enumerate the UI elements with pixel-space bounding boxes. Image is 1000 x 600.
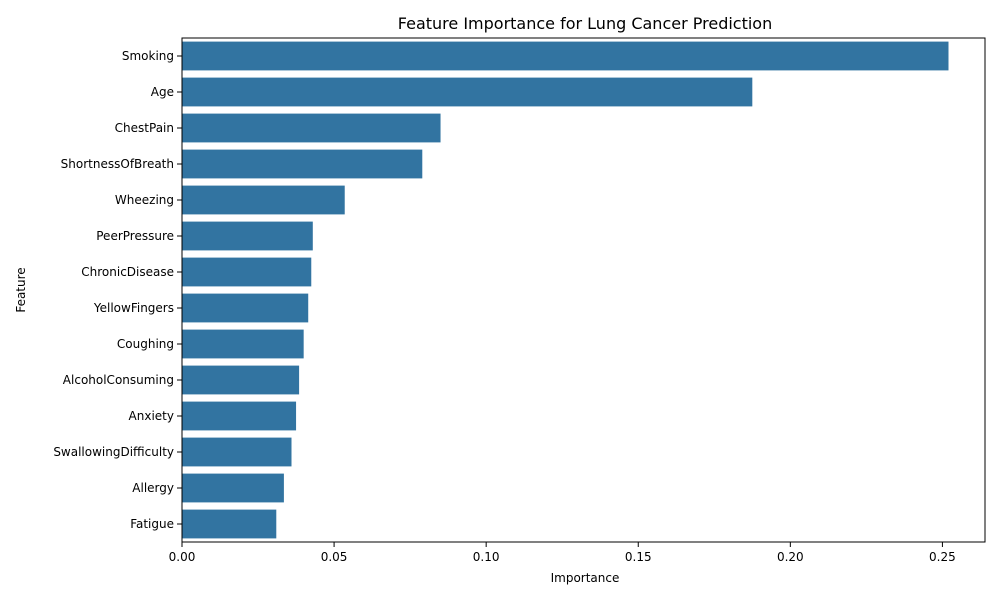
y-tick-label: SwallowingDifficulty <box>53 445 174 459</box>
plot-border <box>181 37 986 543</box>
bar-anxiety <box>182 401 297 431</box>
bars-group <box>182 41 949 539</box>
bar-chestpain <box>182 113 441 143</box>
bar-allergy <box>182 473 284 503</box>
bar-wheezing <box>182 185 345 215</box>
bar-alcoholconsuming <box>182 365 300 395</box>
x-tick-label: 0.05 <box>321 550 348 564</box>
x-tick-label: 0.15 <box>625 550 652 564</box>
bar-age <box>182 77 753 107</box>
bar-yellowfingers <box>182 293 309 323</box>
y-tick-label: Smoking <box>122 49 174 63</box>
x-tick-label: 0.10 <box>473 550 500 564</box>
y-tick-label: Anxiety <box>129 409 174 423</box>
bar-smoking <box>182 41 949 71</box>
chart-title: Feature Importance for Lung Cancer Predi… <box>398 14 772 33</box>
y-tick-label: ChestPain <box>115 121 174 135</box>
x-axis-ticks: 0.00 0.05 0.10 0.15 0.20 0.25 <box>169 542 956 564</box>
y-tick-label: Allergy <box>132 481 174 495</box>
y-tick-label: Age <box>151 85 174 99</box>
y-tick-label: Fatigue <box>130 517 174 531</box>
y-tick-label: ShortnessOfBreath <box>61 157 174 171</box>
x-axis-label: Importance <box>551 571 620 585</box>
bar-peerpressure <box>182 221 313 251</box>
y-axis-ticks: Smoking Age ChestPain ShortnessOfBreath Whee… <box>53 49 182 531</box>
plot-frame <box>181 37 986 543</box>
x-tick-label: 0.25 <box>929 550 956 564</box>
y-tick-label: ChronicDisease <box>81 265 174 279</box>
y-tick-label: Coughing <box>117 337 174 351</box>
y-axis-label: Feature <box>14 267 28 312</box>
x-tick-label: 0.00 <box>169 550 196 564</box>
bar-shortnessofbreath <box>182 149 423 179</box>
bar-coughing <box>182 329 304 359</box>
bar-fatigue <box>182 509 277 539</box>
bar-swallowingdifficulty <box>182 437 292 467</box>
y-tick-label: YellowFingers <box>93 301 174 315</box>
bar-chronicdisease <box>182 257 312 287</box>
x-tick-label: 0.20 <box>777 550 804 564</box>
y-tick-label: PeerPressure <box>96 229 174 243</box>
y-tick-label: AlcoholConsuming <box>63 373 174 387</box>
y-tick-label: Wheezing <box>115 193 174 207</box>
